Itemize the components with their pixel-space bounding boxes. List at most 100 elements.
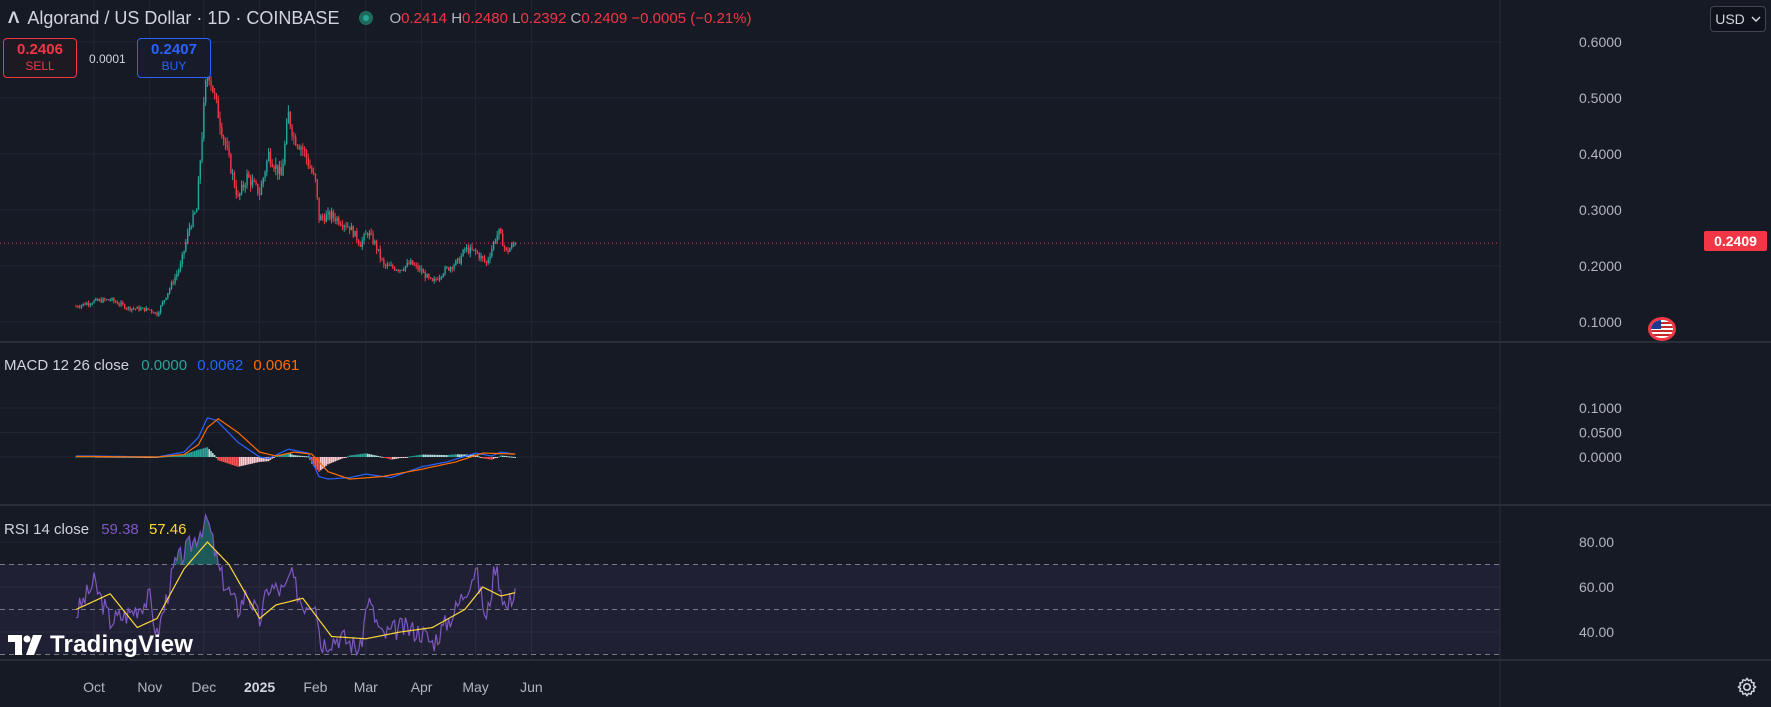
candle-body xyxy=(284,143,286,164)
gear-icon[interactable] xyxy=(1736,676,1758,698)
macd-value: 0.0062 xyxy=(197,357,244,374)
candle-body xyxy=(466,247,468,250)
macd-histogram-bar xyxy=(498,456,500,458)
candle-body xyxy=(444,267,446,275)
macd-histogram-bar xyxy=(222,457,225,463)
macd-histogram-bar xyxy=(280,454,282,457)
candle-body xyxy=(239,193,241,196)
macd-histogram-bar xyxy=(201,448,203,457)
macd-histogram-bar xyxy=(482,457,484,459)
candle-body xyxy=(422,272,425,274)
macd-histogram-bar xyxy=(237,457,239,467)
macd-histogram-bar xyxy=(293,455,295,457)
candle-body xyxy=(419,268,421,270)
macd-histogram-bar xyxy=(447,454,450,457)
rsi-legend[interactable]: RSI 14 close 59.38 57.46 xyxy=(4,521,186,538)
candle-body xyxy=(485,261,488,263)
macd-histogram-bar xyxy=(357,454,360,457)
candle-body xyxy=(277,164,279,175)
candle-body xyxy=(390,265,392,267)
macd-histogram-bar xyxy=(509,456,511,458)
candle-body xyxy=(124,304,126,309)
macd-histogram-bar xyxy=(336,457,338,461)
candle-body xyxy=(232,172,234,174)
candle-body xyxy=(482,256,484,259)
candle-body xyxy=(462,249,464,257)
candle-body xyxy=(253,180,255,182)
macd-histogram-bar xyxy=(262,457,264,462)
macd-histogram-bar xyxy=(294,455,297,457)
macd-histogram-bar xyxy=(276,455,279,457)
macd-histogram-bar xyxy=(183,454,185,457)
candle-body xyxy=(464,249,466,251)
candle-body xyxy=(345,225,347,227)
candle-body xyxy=(489,256,491,260)
candle-body xyxy=(273,166,275,169)
macd-histogram-bar xyxy=(305,456,308,458)
candle-body xyxy=(439,277,441,280)
currency-select[interactable]: USD xyxy=(1710,6,1766,32)
macd-axis-label: 0.0000 xyxy=(1579,449,1622,465)
macd-histogram-bar xyxy=(428,454,430,457)
candle-body xyxy=(377,249,380,251)
macd-histogram-bar xyxy=(318,457,320,472)
macd-histogram-bar xyxy=(210,451,212,457)
candle-body xyxy=(410,260,412,265)
candle-body xyxy=(314,173,317,180)
rsi-axis-label: 40.00 xyxy=(1579,624,1614,640)
spread-value: 0.0001 xyxy=(89,52,126,66)
macd-histogram-bar xyxy=(501,455,504,457)
candle-body xyxy=(363,234,365,241)
candle-body xyxy=(496,235,498,241)
candle-body xyxy=(291,126,293,137)
candle-body xyxy=(475,249,477,252)
candle-body xyxy=(415,265,417,267)
buy-button[interactable]: 0.2407 BUY xyxy=(137,38,211,78)
time-axis-label: Jun xyxy=(520,679,543,695)
candle-body xyxy=(401,269,403,271)
candle-body xyxy=(86,303,88,305)
sell-button[interactable]: 0.2406 SELL xyxy=(3,38,77,78)
macd-histogram-bar xyxy=(217,457,219,461)
macd-histogram-bar xyxy=(221,457,223,462)
tradingview-logo[interactable]: TradingView xyxy=(8,631,193,659)
candle-body xyxy=(467,247,470,254)
macd-histogram-bar xyxy=(215,457,218,458)
rsi-overbought-fill xyxy=(174,515,220,565)
time-axis-label: May xyxy=(462,679,488,695)
macd-signal-line xyxy=(76,418,516,480)
macd-histogram-bar xyxy=(345,457,347,458)
candle-body xyxy=(334,217,336,222)
symbol-title[interactable]: Algorand / US Dollar · 1D · COINBASE xyxy=(27,7,340,28)
candle-body xyxy=(509,248,511,252)
candle-body xyxy=(442,274,444,277)
candle-body xyxy=(75,306,77,308)
candle-body xyxy=(248,173,250,178)
macd-histogram-bar xyxy=(435,454,437,457)
macd-histogram-bar xyxy=(327,457,329,465)
candle-body xyxy=(113,298,115,302)
macd-legend-name: MACD 12 26 close xyxy=(4,357,130,374)
candle-body xyxy=(446,267,448,269)
price-axis-label: 0.5000 xyxy=(1579,90,1622,106)
macd-histogram-bar xyxy=(413,455,416,457)
us-flag-icon[interactable] xyxy=(1648,317,1676,341)
candle-body xyxy=(172,282,174,284)
market-status-icon[interactable] xyxy=(359,11,374,25)
macd-histogram-bar xyxy=(402,457,405,458)
macd-histogram-bar xyxy=(444,455,446,457)
candle-body xyxy=(215,93,218,100)
candle-body xyxy=(91,303,93,305)
candle-body xyxy=(154,312,156,314)
candle-body xyxy=(260,184,263,195)
candle-body xyxy=(440,276,443,278)
macd-legend[interactable]: MACD 12 26 close 0.0000 0.0062 0.0061 xyxy=(4,357,299,374)
candle-body xyxy=(323,217,326,222)
candle-body xyxy=(368,232,371,236)
candle-body xyxy=(318,197,320,221)
candle-body xyxy=(305,150,308,159)
macd-histogram-bar xyxy=(415,455,417,457)
macd-histogram-bar xyxy=(411,456,414,458)
macd-histogram-bar xyxy=(179,454,182,457)
